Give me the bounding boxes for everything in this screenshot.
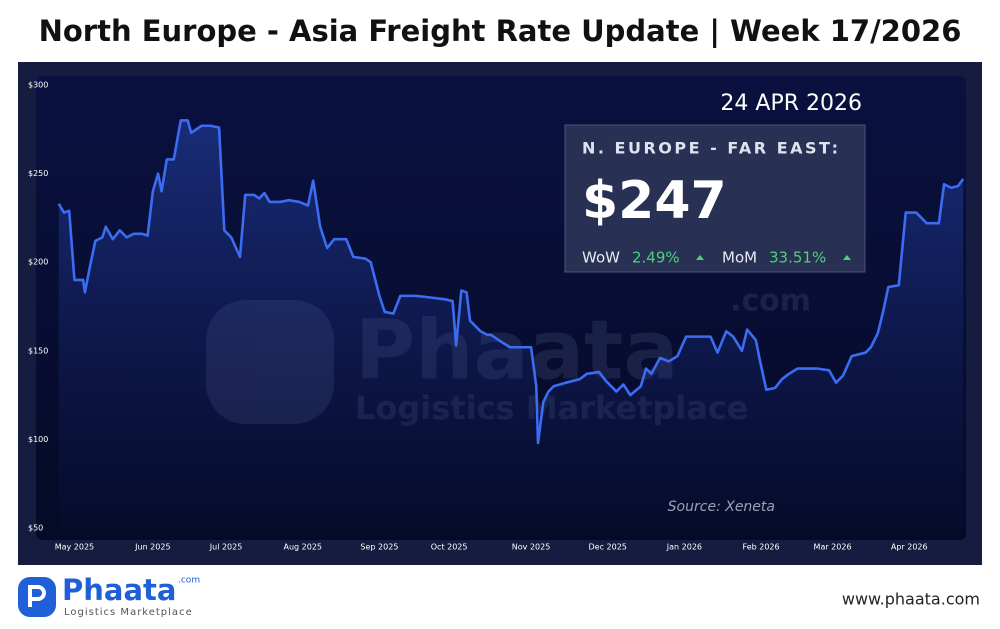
x-tick-label: Nov 2025 xyxy=(512,543,551,552)
y-tick-label: $100 xyxy=(28,435,48,444)
x-tick-label: Jul 2025 xyxy=(209,543,243,552)
footer-logo: Phaata .com Logistics Marketplace xyxy=(18,573,200,618)
x-tick-label: Feb 2026 xyxy=(743,543,780,552)
x-tick-label: Mar 2026 xyxy=(814,543,852,552)
x-tick-label: Dec 2025 xyxy=(589,543,627,552)
logo-glyph xyxy=(28,585,46,607)
date: 24 APR 2026 xyxy=(720,91,862,116)
up-arrow xyxy=(696,255,704,260)
wow-label: WoW xyxy=(582,249,620,267)
title: North Europe - Asia Freight Rate Update … xyxy=(39,14,962,48)
x-tick-label: Apr 2026 xyxy=(891,543,928,552)
mom-label: MoM xyxy=(722,249,757,267)
price: $247 xyxy=(582,171,727,231)
x-tick-label: Jan 2026 xyxy=(666,543,702,552)
x-tick-label: Sep 2025 xyxy=(360,543,398,552)
summary-box xyxy=(564,124,866,273)
mom-value: 33.51% xyxy=(769,249,826,267)
logo-suffix: .com xyxy=(178,576,200,586)
summary-heading: N. EUROPE - FAR EAST: xyxy=(582,139,840,158)
y-tick-label: $300 xyxy=(28,81,48,90)
plot: $50 $100 $150 $200 $250 $300 May 2025 Jun 2025 J… xyxy=(28,81,965,552)
logo-brand: Phaata xyxy=(62,573,176,607)
line xyxy=(57,119,965,445)
y-tick-label: $200 xyxy=(28,258,48,267)
y-tick-label: $50 xyxy=(28,524,43,533)
wow-value: 2.49% xyxy=(632,249,680,267)
y-tick-label: $250 xyxy=(28,169,48,178)
line-area xyxy=(58,120,964,528)
x-tick-label: Aug 2025 xyxy=(283,543,322,552)
up-arrow xyxy=(843,255,851,260)
y-tick-label: $150 xyxy=(28,346,48,355)
x-tick-label: Oct 2025 xyxy=(431,543,468,552)
x-tick-label: May 2025 xyxy=(55,543,94,552)
x-tick-label: Jun 2025 xyxy=(134,543,170,552)
logo-tagline: Logistics Marketplace xyxy=(64,607,193,618)
website: www.phaata.com xyxy=(842,590,980,609)
source: Source: Xeneta xyxy=(668,499,775,515)
watermark-suffix: .com xyxy=(730,284,811,319)
